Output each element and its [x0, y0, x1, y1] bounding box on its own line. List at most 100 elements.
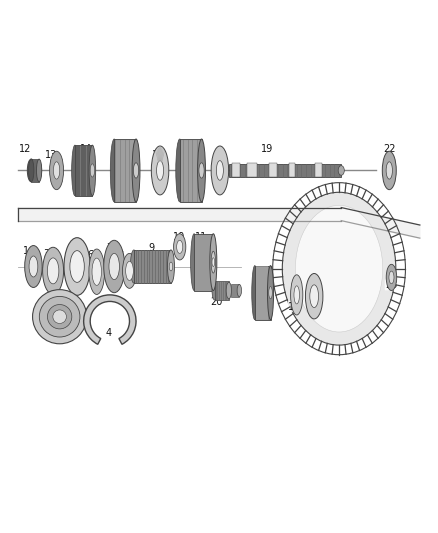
- Ellipse shape: [36, 162, 42, 179]
- Circle shape: [47, 304, 72, 329]
- Ellipse shape: [70, 251, 84, 282]
- Text: 2: 2: [48, 326, 54, 336]
- Ellipse shape: [294, 286, 300, 304]
- Ellipse shape: [212, 281, 217, 300]
- Ellipse shape: [109, 253, 120, 280]
- Circle shape: [53, 310, 67, 324]
- Ellipse shape: [173, 234, 186, 260]
- Ellipse shape: [156, 160, 163, 180]
- Text: 13: 13: [45, 150, 57, 160]
- Bar: [289, 164, 295, 177]
- Text: 1: 1: [23, 246, 29, 256]
- Text: 9: 9: [148, 243, 154, 253]
- Wedge shape: [84, 295, 136, 344]
- Ellipse shape: [211, 146, 229, 195]
- Ellipse shape: [198, 139, 205, 202]
- Circle shape: [39, 296, 80, 337]
- Ellipse shape: [27, 159, 35, 182]
- Polygon shape: [18, 207, 420, 238]
- Ellipse shape: [90, 164, 95, 177]
- Ellipse shape: [177, 240, 183, 253]
- Ellipse shape: [110, 139, 118, 202]
- Ellipse shape: [295, 205, 383, 332]
- Ellipse shape: [290, 275, 303, 315]
- Ellipse shape: [338, 166, 344, 175]
- Bar: [134, 250, 171, 283]
- Bar: [215, 281, 229, 300]
- Ellipse shape: [53, 162, 60, 179]
- Text: 8: 8: [118, 250, 124, 260]
- Text: 6: 6: [87, 250, 93, 260]
- Ellipse shape: [252, 265, 258, 320]
- Ellipse shape: [216, 160, 223, 180]
- Ellipse shape: [283, 192, 396, 345]
- Ellipse shape: [132, 139, 140, 202]
- Text: 10: 10: [173, 232, 185, 242]
- Bar: [229, 164, 341, 176]
- Ellipse shape: [151, 146, 169, 195]
- Ellipse shape: [269, 287, 272, 299]
- Ellipse shape: [49, 151, 64, 190]
- Bar: [255, 265, 271, 320]
- Ellipse shape: [199, 163, 204, 178]
- Text: 20: 20: [211, 297, 223, 308]
- Ellipse shape: [64, 238, 90, 295]
- Ellipse shape: [169, 262, 173, 271]
- Ellipse shape: [126, 261, 133, 280]
- Ellipse shape: [72, 145, 78, 196]
- Bar: [180, 139, 201, 202]
- Text: 18: 18: [215, 150, 227, 160]
- Bar: [231, 285, 239, 297]
- Text: 3: 3: [43, 249, 49, 259]
- Ellipse shape: [237, 285, 241, 297]
- Ellipse shape: [389, 271, 394, 284]
- Text: 12: 12: [18, 144, 31, 155]
- Ellipse shape: [212, 258, 215, 266]
- Text: 7: 7: [106, 243, 112, 253]
- Ellipse shape: [386, 264, 397, 290]
- Bar: [75, 145, 92, 196]
- Ellipse shape: [210, 234, 217, 290]
- Ellipse shape: [131, 250, 138, 283]
- Text: 5: 5: [71, 239, 77, 249]
- Ellipse shape: [226, 282, 231, 299]
- Bar: [247, 164, 257, 177]
- Ellipse shape: [176, 139, 184, 202]
- Ellipse shape: [28, 159, 34, 182]
- Text: 22: 22: [383, 144, 396, 155]
- Ellipse shape: [25, 246, 42, 287]
- Bar: [269, 164, 277, 177]
- Ellipse shape: [310, 285, 318, 308]
- Ellipse shape: [382, 151, 396, 190]
- Ellipse shape: [92, 258, 102, 285]
- Ellipse shape: [305, 273, 323, 319]
- Text: 17: 17: [187, 140, 199, 150]
- Bar: [315, 164, 322, 177]
- Ellipse shape: [47, 258, 59, 284]
- Ellipse shape: [36, 159, 42, 182]
- Ellipse shape: [211, 251, 215, 273]
- Bar: [194, 234, 213, 290]
- Ellipse shape: [89, 249, 105, 294]
- Ellipse shape: [167, 250, 174, 283]
- Text: 14: 14: [80, 144, 92, 155]
- Ellipse shape: [134, 163, 139, 178]
- Bar: [31, 159, 39, 182]
- Text: 16: 16: [152, 150, 164, 160]
- Ellipse shape: [42, 247, 64, 294]
- Text: 15: 15: [119, 140, 131, 150]
- Ellipse shape: [386, 162, 392, 179]
- Ellipse shape: [123, 253, 137, 288]
- Ellipse shape: [29, 256, 38, 277]
- Text: 23: 23: [385, 280, 398, 290]
- Ellipse shape: [104, 240, 125, 293]
- Circle shape: [32, 289, 87, 344]
- Text: 19: 19: [261, 143, 273, 154]
- Text: 4: 4: [106, 328, 112, 338]
- Text: 18: 18: [288, 302, 300, 312]
- Text: 21: 21: [308, 304, 320, 314]
- Ellipse shape: [89, 145, 95, 196]
- Text: 17: 17: [251, 297, 264, 308]
- Text: 11: 11: [194, 232, 207, 242]
- Ellipse shape: [268, 265, 274, 320]
